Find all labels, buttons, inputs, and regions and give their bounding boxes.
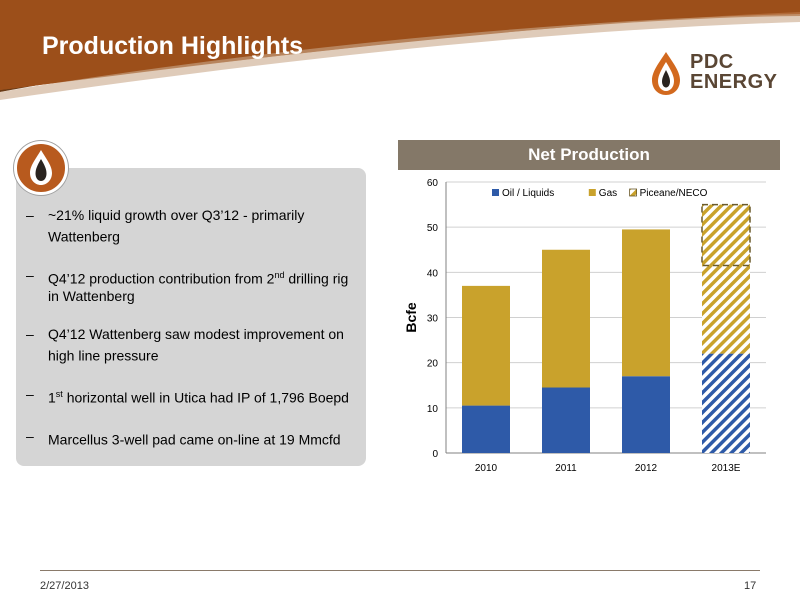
logo-text-pdc: PDC [690, 51, 734, 73]
highlight-text: Q4’12 Wattenberg saw modest improvement … [48, 326, 344, 364]
page-number: 17 [744, 580, 757, 592]
bullet-dash: – [26, 266, 34, 283]
bar-gas-2010 [462, 285, 510, 406]
bar-piceane-neco-2013e [701, 203, 751, 267]
y-tick-label: 50 [427, 223, 439, 234]
highlight-item: –1st horizontal well in Utica had IP of … [26, 385, 356, 407]
bar-oil-liquids-2013e [702, 353, 750, 453]
legend-swatch [588, 189, 596, 196]
y-tick-label: 10 [427, 404, 439, 415]
footer-date: 2/27/2013 [40, 580, 89, 592]
highlight-text: Marcellus 3-well pad came on-line at 19 … [48, 431, 341, 448]
y-tick-label: 20 [427, 359, 439, 370]
bar-gas-2013e [702, 265, 750, 354]
bar-oil-liquids-2010 [462, 405, 510, 453]
flame-badge-icon [14, 141, 68, 195]
y-axis-label: Bcfe [403, 302, 419, 333]
bar-gas-2012 [622, 229, 670, 377]
bullet-dash: – [26, 326, 34, 343]
y-tick-label: 0 [432, 449, 438, 460]
highlight-text: Q4’12 production contribution from 2 [48, 270, 275, 287]
legend-swatch [629, 188, 638, 197]
net-production-chart: 0 10 20 30 40 50 60 Bcfe 2010 2011 2012 2013E Oil / … [403, 178, 766, 474]
bullet-dash: – [26, 427, 34, 444]
highlights-list: – ~21% liquid growth over Q3’12 - primari… [26, 206, 356, 468]
highlights-panel [16, 168, 366, 466]
x-tick-label: 2010 [475, 463, 498, 474]
y-tick-label: 40 [427, 268, 439, 279]
x-tick-label: 2013E [712, 463, 741, 474]
highlight-text-continued: horizontal well in Utica had IP of 1,796… [62, 389, 349, 406]
legend-label: Piceane/NECO [640, 188, 708, 199]
logo-text-energy: ENERGY [690, 71, 778, 93]
highlight-item: – Marcellus 3-well pad came on-line at 19… [26, 427, 356, 449]
x-tick-label: 2011 [555, 463, 577, 474]
y-tick-label: 60 [427, 178, 439, 189]
legend-label: Oil / Liquids [502, 188, 554, 199]
bar-oil-liquids-2012 [622, 376, 670, 453]
highlight-text: ~21% liquid growth over Q3’12 - primaril… [48, 207, 305, 245]
highlight-item: – ~21% liquid growth over Q3’12 - primari… [26, 206, 356, 246]
highlight-superscript: st [55, 388, 63, 399]
highlight-text-continued: drilling rig in Wattenberg [48, 270, 349, 305]
legend-swatch [492, 189, 499, 196]
legend-label: Gas [599, 188, 617, 199]
slide-title: Production Highlights [42, 32, 304, 60]
oil-drop-icon [652, 52, 680, 95]
highlight-superscript: nd [274, 269, 285, 280]
bar-gas-2011 [542, 249, 590, 388]
highlight-item: – Q4’12 Wattenberg saw modest improvement… [26, 325, 356, 365]
footer-divider [40, 570, 760, 571]
bar-oil-liquids-2011 [542, 387, 590, 453]
bullet-dash: – [26, 207, 34, 223]
x-tick-label: 2012 [635, 463, 658, 474]
highlight-item: – Q4’12 production contribution from 2nd … [26, 266, 356, 306]
y-tick-label: 30 [427, 314, 439, 325]
bullet-dash: – [26, 385, 34, 402]
highlight-text: 1 [48, 389, 56, 406]
chart-title: Net Production [398, 140, 780, 170]
pdc-energy-logo: PDC ENERGY [648, 48, 778, 98]
